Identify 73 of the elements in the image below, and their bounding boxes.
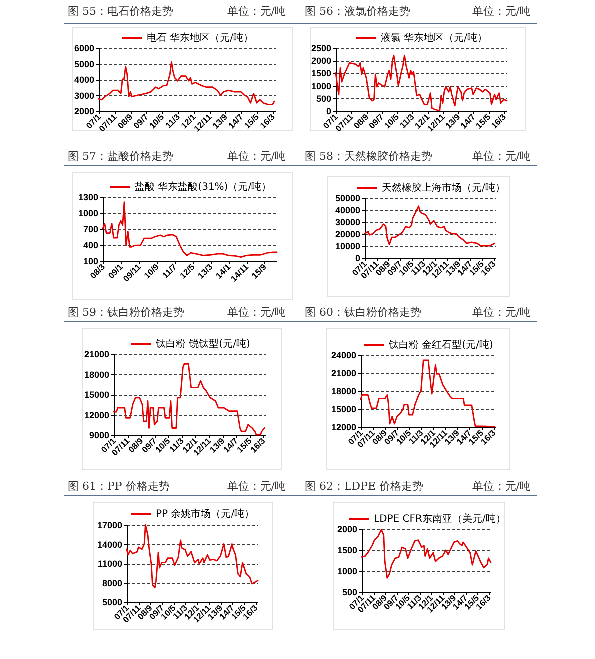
y-tick-label: 17000 bbox=[97, 520, 122, 530]
y-tick-label: 1300 bbox=[78, 192, 98, 202]
y-tick-label: 15000 bbox=[84, 390, 110, 400]
chart-subtitle: 单位：元/吨 bbox=[472, 150, 531, 164]
y-tick-label: 2000 bbox=[311, 56, 332, 66]
chart-title: 图 56：液氯价格走势 bbox=[305, 5, 410, 19]
legend-label: 盐酸 华东盐酸(31%)（元/吨） bbox=[135, 181, 272, 193]
y-tick-label: 12000 bbox=[84, 410, 110, 420]
y-tick-label: 1000 bbox=[337, 566, 358, 576]
y-tick-label: 21000 bbox=[331, 368, 356, 378]
chart-subtitle: 单位：元/吨 bbox=[472, 5, 531, 19]
chart-subtitle: 单位：元/吨 bbox=[227, 150, 286, 164]
chart-title: 图 59：钛白粉价格走势 bbox=[68, 306, 184, 320]
y-tick-label: 5000 bbox=[102, 598, 122, 608]
y-tick-label: 0 bbox=[355, 254, 360, 264]
y-tick-label: 700 bbox=[83, 224, 98, 234]
y-tick-label: 6000 bbox=[74, 44, 94, 54]
y-tick-label: 18000 bbox=[84, 370, 110, 380]
y-tick-label: 40000 bbox=[335, 206, 360, 216]
y-tick-label: 20000 bbox=[335, 230, 360, 240]
chart-title: 图 61：PP 价格走势 bbox=[68, 480, 170, 494]
legend-label: LDPE CFR东南亚（美元/吨） bbox=[374, 513, 506, 525]
y-tick-label: 2000 bbox=[74, 106, 94, 116]
y-tick-label: 0 bbox=[326, 106, 332, 116]
y-tick-label: 10000 bbox=[335, 242, 360, 252]
y-tick-label: 8000 bbox=[102, 578, 122, 588]
chart-title: 图 58：天然橡胶价格走势 bbox=[305, 150, 432, 164]
y-tick-label: 400 bbox=[83, 240, 98, 250]
chart-title: 图 55：电石价格走势 bbox=[68, 5, 174, 19]
x-tick-label: 11/3 bbox=[164, 112, 182, 130]
y-tick-label: 11000 bbox=[98, 559, 122, 569]
y-tick-label: 1500 bbox=[311, 68, 332, 79]
legend-label: 天然橡胶上海市场（元/吨） bbox=[382, 182, 506, 194]
y-tick-label: 1500 bbox=[337, 546, 358, 556]
y-tick-label: 100 bbox=[83, 256, 98, 266]
chart-subtitle: 单位：元/吨 bbox=[227, 5, 286, 19]
x-tick-label: 11/3 bbox=[398, 112, 416, 130]
legend-label: 电石 华东地区（元/吨） bbox=[147, 32, 254, 44]
legend-label: PP 余姚市场（元/吨） bbox=[156, 508, 255, 520]
y-tick-label: 2500 bbox=[311, 44, 332, 54]
y-tick-label: 1000 bbox=[311, 81, 332, 92]
y-tick-label: 2000 bbox=[337, 524, 358, 534]
chart-subtitle: 单位：元/吨 bbox=[472, 480, 531, 494]
y-tick-label: 1000 bbox=[78, 208, 98, 218]
legend-label: 钛白粉 锐钛型(元/吨) bbox=[155, 338, 250, 350]
chart-title: 图 62：LDPE 价格走势 bbox=[305, 480, 424, 494]
legend-label: 液氯 华东地区（元/吨） bbox=[381, 32, 488, 44]
y-tick-label: 500 bbox=[316, 94, 332, 104]
chart-subtitle: 单位：元/吨 bbox=[227, 306, 286, 320]
legend-label: 钛白粉 金红石型(元/吨) bbox=[388, 339, 494, 351]
line-series bbox=[361, 529, 492, 579]
y-tick-label: 3000 bbox=[74, 90, 94, 101]
y-tick-label: 18000 bbox=[331, 386, 356, 396]
y-tick-label: 21000 bbox=[84, 350, 110, 360]
y-tick-label: 500 bbox=[342, 588, 358, 598]
line-series bbox=[126, 524, 259, 589]
chart-subtitle: 单位：元/吨 bbox=[227, 480, 286, 494]
line-series bbox=[102, 202, 278, 258]
y-tick-label: 12000 bbox=[331, 422, 356, 432]
y-tick-label: 5000 bbox=[74, 59, 94, 70]
y-tick-label: 4000 bbox=[74, 75, 94, 85]
y-tick-label: 50000 bbox=[335, 194, 360, 204]
chart-subtitle: 单位：元/吨 bbox=[472, 306, 531, 320]
y-tick-label: 30000 bbox=[335, 218, 360, 228]
line-series bbox=[98, 61, 276, 106]
y-tick-label: 9000 bbox=[89, 430, 110, 440]
line-series bbox=[364, 206, 496, 247]
y-tick-label: 24000 bbox=[331, 350, 356, 360]
y-tick-label: 15000 bbox=[331, 404, 356, 414]
y-tick-label: 14000 bbox=[97, 540, 122, 550]
chart-title: 图 57：盐酸价格走势 bbox=[68, 150, 174, 164]
chart-title: 图 60：钛白粉价格走势 bbox=[305, 306, 422, 320]
x-tick-label: 08/9 bbox=[116, 112, 135, 131]
